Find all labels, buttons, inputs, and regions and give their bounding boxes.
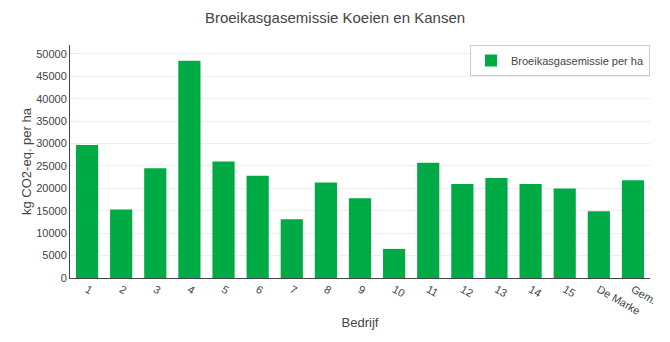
svg-text:30000: 30000: [36, 137, 67, 149]
svg-text:Bedrijf: Bedrijf: [342, 315, 379, 330]
svg-text:15000: 15000: [36, 205, 67, 217]
svg-text:15: 15: [561, 283, 578, 300]
svg-text:Gem.: Gem.: [629, 283, 658, 307]
svg-text:50000: 50000: [36, 48, 67, 60]
svg-text:13: 13: [493, 283, 510, 300]
svg-text:10: 10: [390, 283, 407, 300]
svg-text:1: 1: [83, 283, 94, 296]
svg-text:35000: 35000: [36, 115, 67, 127]
svg-text:10000: 10000: [36, 227, 67, 239]
svg-text:5000: 5000: [42, 249, 66, 261]
svg-text:12: 12: [459, 283, 476, 300]
svg-text:3: 3: [152, 283, 163, 296]
svg-text:Broeikasgasemissie per ha: Broeikasgasemissie per ha: [511, 55, 644, 67]
svg-text:40000: 40000: [36, 93, 67, 105]
svg-text:6: 6: [254, 283, 265, 296]
svg-text:11: 11: [424, 283, 440, 299]
svg-text:2: 2: [117, 283, 128, 296]
svg-text:45000: 45000: [36, 70, 67, 82]
svg-text:De Marke: De Marke: [595, 283, 642, 317]
svg-text:0: 0: [61, 272, 67, 284]
svg-text:5: 5: [220, 283, 231, 296]
svg-text:4: 4: [186, 283, 197, 296]
svg-text:9: 9: [356, 283, 367, 296]
svg-text:14: 14: [527, 283, 544, 300]
svg-text:25000: 25000: [36, 160, 67, 172]
svg-text:kg CO2-eq. per ha: kg CO2-eq. per ha: [19, 107, 34, 215]
svg-text:8: 8: [322, 283, 333, 296]
svg-text:20000: 20000: [36, 182, 67, 194]
svg-text:Broeikasgasemissie Koeien en K: Broeikasgasemissie Koeien en Kansen: [205, 9, 465, 26]
svg-text:7: 7: [288, 283, 299, 296]
